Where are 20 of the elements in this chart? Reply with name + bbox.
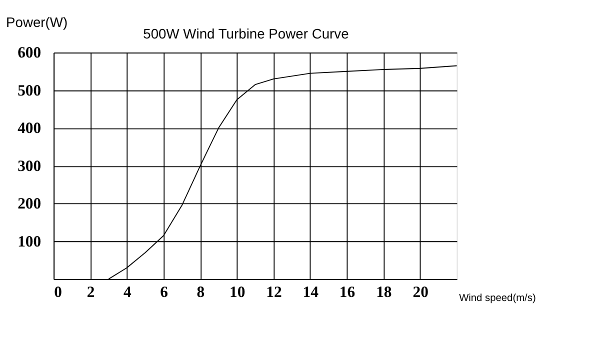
y-axis-title: Power(W) [6,14,68,30]
x-tick-label: 12 [266,284,282,302]
y-tick-label: 300 [18,158,42,175]
x-tick-label: 10 [229,284,246,302]
x-axis-title: Wind speed(m/s) [459,292,536,304]
y-tick-label: 600 [18,44,42,62]
y-tick-label: 100 [18,233,42,250]
x-tick-label: 20 [412,284,429,302]
x-tick-label: 0 [54,284,62,302]
x-tick-label: 16 [339,284,356,302]
x-tick-label: 6 [160,284,168,302]
y-tick-label: 500 [18,82,42,100]
x-tick-label: 18 [376,284,392,302]
chart-title: 500W Wind Turbine Power Curve [143,26,350,42]
y-tick-label: 200 [18,196,42,213]
y-tick-label: 400 [18,120,42,138]
x-tick-label: 14 [302,284,319,302]
x-tick-label: 2 [86,284,95,302]
x-tick-label: 8 [196,284,205,302]
x-tick-label: 4 [123,284,132,302]
